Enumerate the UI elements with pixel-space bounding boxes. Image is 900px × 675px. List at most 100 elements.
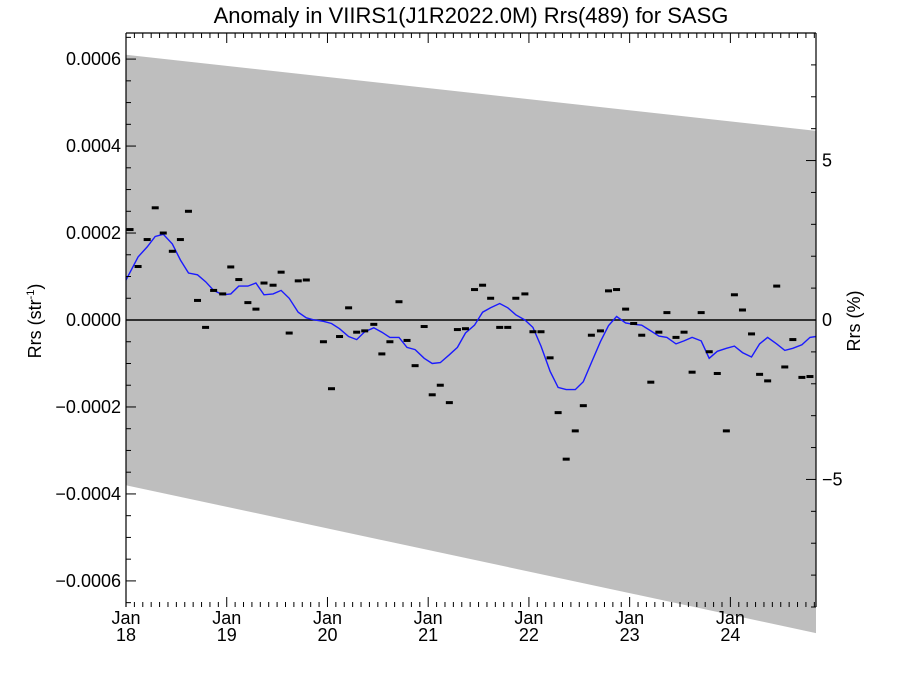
data-point — [738, 308, 746, 312]
data-point — [151, 206, 159, 210]
x-tick-label-month: Jan — [414, 608, 443, 628]
data-point — [773, 284, 781, 288]
data-point — [428, 393, 436, 397]
x-tick-label-month: Jan — [514, 608, 543, 628]
data-point — [244, 301, 252, 305]
data-point — [403, 338, 411, 342]
data-point — [420, 325, 428, 329]
y-axis-label-left-superscript: -1 — [25, 290, 37, 300]
x-tick-label-year: 22 — [519, 625, 539, 645]
data-point — [411, 364, 419, 368]
data-point — [445, 401, 453, 405]
data-point — [554, 411, 562, 415]
data-point — [134, 265, 142, 269]
uncertainty-band — [126, 54, 816, 634]
x-tick-label-year: 18 — [116, 625, 136, 645]
data-point — [622, 307, 630, 311]
data-point — [269, 283, 277, 287]
data-point — [479, 283, 487, 287]
data-point — [806, 375, 814, 379]
data-point — [194, 298, 202, 302]
data-point — [672, 335, 680, 339]
data-point — [227, 265, 235, 269]
x-tick-label-month: Jan — [313, 608, 342, 628]
y-axis-label-left: Rrs (str-1) — [25, 284, 45, 359]
data-point — [571, 429, 579, 433]
y-left-tick-label: 0.0002 — [66, 223, 121, 243]
data-point — [471, 288, 479, 292]
data-point — [789, 338, 797, 342]
data-point — [713, 371, 721, 375]
data-point — [705, 350, 713, 354]
plot-area: 0.0006 0.0004 0.0002 0.0000 −0.0002 −0.0004 −0… — [55, 32, 843, 645]
data-point — [370, 322, 378, 326]
data-point — [210, 288, 218, 292]
x-tick-label-year: 21 — [418, 625, 438, 645]
x-tick-label-year: 19 — [217, 625, 237, 645]
x-tick-label-month: Jan — [615, 608, 644, 628]
data-point — [655, 330, 663, 334]
data-point — [638, 333, 646, 337]
data-point — [521, 292, 529, 296]
data-point — [378, 352, 386, 356]
y-left-tick-label: 0.0000 — [66, 310, 121, 330]
data-point — [764, 379, 772, 383]
data-point — [386, 340, 394, 344]
data-point — [345, 306, 353, 310]
data-point — [219, 292, 227, 296]
data-point — [730, 293, 738, 297]
data-point — [319, 340, 327, 344]
x-tick-label-year: 24 — [720, 625, 740, 645]
data-point — [512, 296, 520, 300]
data-point — [496, 325, 504, 329]
y-axis-label-right: Rrs (%) — [844, 291, 864, 352]
data-point — [587, 333, 595, 337]
data-point — [613, 288, 621, 292]
data-point — [327, 387, 335, 391]
x-tick-label-year: 23 — [620, 625, 640, 645]
data-point — [537, 330, 545, 334]
data-point — [277, 270, 285, 274]
data-point — [647, 380, 655, 384]
y-left-tick-label: 0.0004 — [66, 136, 121, 156]
x-tick-label-month: Jan — [111, 608, 140, 628]
data-point — [781, 365, 789, 369]
chart-title: Anomaly in VIIRS1(J1R2022.0M) Rrs(489) f… — [214, 3, 729, 28]
data-point — [353, 330, 361, 334]
data-point — [798, 375, 806, 379]
data-point — [252, 307, 260, 311]
data-point — [159, 231, 167, 235]
data-point — [202, 325, 210, 329]
data-point — [285, 331, 293, 335]
y-axis-label-left-main: Rrs (str — [25, 299, 45, 358]
data-point — [184, 209, 192, 213]
y-left-tick-label: 0.0006 — [66, 49, 121, 69]
y-right-tick-label: 0 — [822, 310, 832, 330]
data-point — [688, 370, 696, 374]
data-point — [529, 330, 537, 334]
data-point — [546, 356, 554, 360]
x-tick-label-year: 20 — [317, 625, 337, 645]
data-point — [596, 329, 604, 333]
data-point — [697, 311, 705, 315]
data-point — [630, 321, 638, 325]
y-left-tick-label: −0.0002 — [55, 397, 121, 417]
y-axis-label-left-close: ) — [25, 284, 45, 290]
data-point — [395, 300, 403, 304]
y-right-tick-label: 5 — [822, 151, 832, 171]
data-point — [748, 332, 756, 336]
data-point — [579, 404, 587, 408]
data-point — [461, 327, 469, 331]
data-point — [663, 311, 671, 315]
data-point — [176, 238, 184, 242]
data-point — [680, 330, 688, 334]
data-point — [235, 278, 243, 282]
data-point — [436, 383, 444, 387]
data-point — [294, 279, 302, 283]
x-tick-label-month: Jan — [716, 608, 745, 628]
data-point — [126, 228, 134, 232]
x-tick-label-month: Jan — [212, 608, 241, 628]
data-point — [143, 238, 151, 242]
data-point — [336, 335, 344, 339]
data-point — [453, 328, 461, 332]
